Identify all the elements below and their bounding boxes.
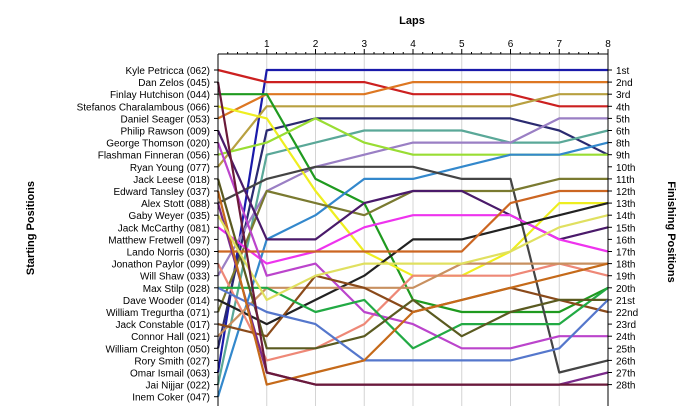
series-line-15 xyxy=(217,214,609,265)
y-axis-label-right: Finishing Positions xyxy=(665,181,677,282)
series-line-3 xyxy=(217,80,608,120)
x-tick-label: 4 xyxy=(410,39,416,50)
x-tick-label: 1 xyxy=(264,39,270,50)
x-tick-label: 8 xyxy=(605,39,611,50)
starting-position-label: Ryan Young (077) xyxy=(130,163,210,174)
axes xyxy=(214,49,612,406)
finishing-position-label: 2nd xyxy=(616,78,633,89)
series-line-2 xyxy=(217,68,608,108)
y-axis-label-left: Starting Positions xyxy=(25,181,37,275)
finishing-position-label: 19th xyxy=(616,272,635,283)
finishing-position-label: 9th xyxy=(616,151,630,162)
series-line-19 xyxy=(217,262,608,337)
starting-position-label: Jack Leese (018) xyxy=(133,175,210,186)
starting-position-label: Inem Coker (047) xyxy=(132,393,210,404)
finishing-position-label: 12th xyxy=(616,187,635,198)
x-tick-label: 5 xyxy=(459,39,465,50)
series-line-27 xyxy=(217,214,609,301)
finishing-position-label: 11th xyxy=(616,175,635,186)
series-line-18 xyxy=(217,262,609,362)
starting-position-label: Philip Rawson (009) xyxy=(121,127,211,138)
starting-position-label: Kyle Petricca (062) xyxy=(126,66,210,77)
starting-position-label: Will Shaw (033) xyxy=(140,272,210,283)
finishing-position-label: 16th xyxy=(616,235,635,246)
starting-position-label: Jai Nijjar (022) xyxy=(146,381,210,392)
starting-position-label: Edward Tansley (037) xyxy=(113,187,210,198)
starting-position-label: Jack McCarthy (081) xyxy=(118,223,210,234)
starting-position-label: Jonathon Paylor (099) xyxy=(112,260,210,271)
starting-position-label: George Thomson (020) xyxy=(106,139,210,150)
series-line-4 xyxy=(217,93,608,168)
series-line-28 xyxy=(216,81,608,386)
starting-position-label: Dave Wooder (014) xyxy=(123,296,210,307)
finishing-position-label: 10th xyxy=(616,163,635,174)
starting-position-label: William Creighton (050) xyxy=(106,344,210,355)
starting-position-label: Jack Constable (017) xyxy=(116,320,211,331)
starting-position-label: Matthew Fretwell (097) xyxy=(108,235,210,246)
finishing-position-label: 25th xyxy=(616,344,635,355)
finishing-position-label: 26th xyxy=(616,356,635,367)
finishing-position-label: 20th xyxy=(616,284,635,295)
series-line-17 xyxy=(218,189,608,253)
starting-position-label: Finlay Hutchison (044) xyxy=(110,90,210,101)
x-tick-label: 6 xyxy=(508,39,514,50)
series-line-25 xyxy=(217,286,609,362)
x-tick-label: 7 xyxy=(556,39,562,50)
finishing-position-label: 3rd xyxy=(616,90,630,101)
labels: 1 2 3 4 5 6 7 8 Kyle Petricca (062)Dan Zelos (04… xyxy=(77,39,639,404)
finishing-position-label: 15th xyxy=(616,223,635,234)
series-line-6 xyxy=(216,129,609,385)
starting-position-label: Rory Smith (027) xyxy=(134,356,210,367)
grid xyxy=(266,54,609,406)
chart-title: Laps xyxy=(399,15,425,27)
finishing-position-label: 21st xyxy=(616,296,635,307)
starting-position-label: Stefanos Charalambous (066) xyxy=(77,102,210,113)
starting-position-label: Dan Zelos (045) xyxy=(138,78,210,89)
series-line-7 xyxy=(217,117,608,277)
starting-position-label: William Tregurtha (071) xyxy=(106,308,210,319)
starting-position-label: Flashman Finneran (056) xyxy=(98,151,210,162)
series-line-12 xyxy=(217,165,609,374)
x-tick-label: 3 xyxy=(361,39,367,50)
finishing-position-label: 14th xyxy=(616,211,635,222)
finishing-position-label: 6th xyxy=(616,127,630,138)
series-line-1 xyxy=(216,68,608,373)
starting-position-label: Connor Hall (021) xyxy=(131,332,210,343)
series-line-20 xyxy=(216,142,608,350)
series-line-22 xyxy=(218,286,609,350)
finishing-position-label: 23rd xyxy=(616,320,636,331)
finishing-position-label: 24th xyxy=(616,332,635,343)
starting-position-label: Max Stilp (028) xyxy=(143,284,210,295)
starting-position-label: Lando Norris (030) xyxy=(127,248,210,259)
x-tick-label: 2 xyxy=(313,39,319,50)
starting-position-label: Gaby Weyer (035) xyxy=(128,211,210,222)
finishing-position-label: 27th xyxy=(616,369,635,380)
finishing-position-label: 18th xyxy=(616,260,635,271)
finishing-position-label: 4th xyxy=(616,102,630,113)
finishing-position-label: 5th xyxy=(616,114,630,125)
finishing-position-label: 1st xyxy=(616,66,630,77)
series-line-26 xyxy=(216,190,609,386)
finishing-position-label: 13th xyxy=(616,199,635,210)
starting-position-label: Omar Ismail (063) xyxy=(130,369,210,380)
series-line-11 xyxy=(216,141,609,398)
starting-position-label: Alex Stott (088) xyxy=(141,199,210,210)
finishing-position-label: 22nd xyxy=(616,308,638,319)
series-line-23 xyxy=(216,178,608,350)
starting-position-label: Daniel Seager (053) xyxy=(121,114,211,125)
finishing-position-label: 17th xyxy=(616,248,635,259)
finishing-position-label: 8th xyxy=(616,139,630,150)
finishing-position-label: 28th xyxy=(616,381,635,392)
series-layer xyxy=(216,68,609,398)
